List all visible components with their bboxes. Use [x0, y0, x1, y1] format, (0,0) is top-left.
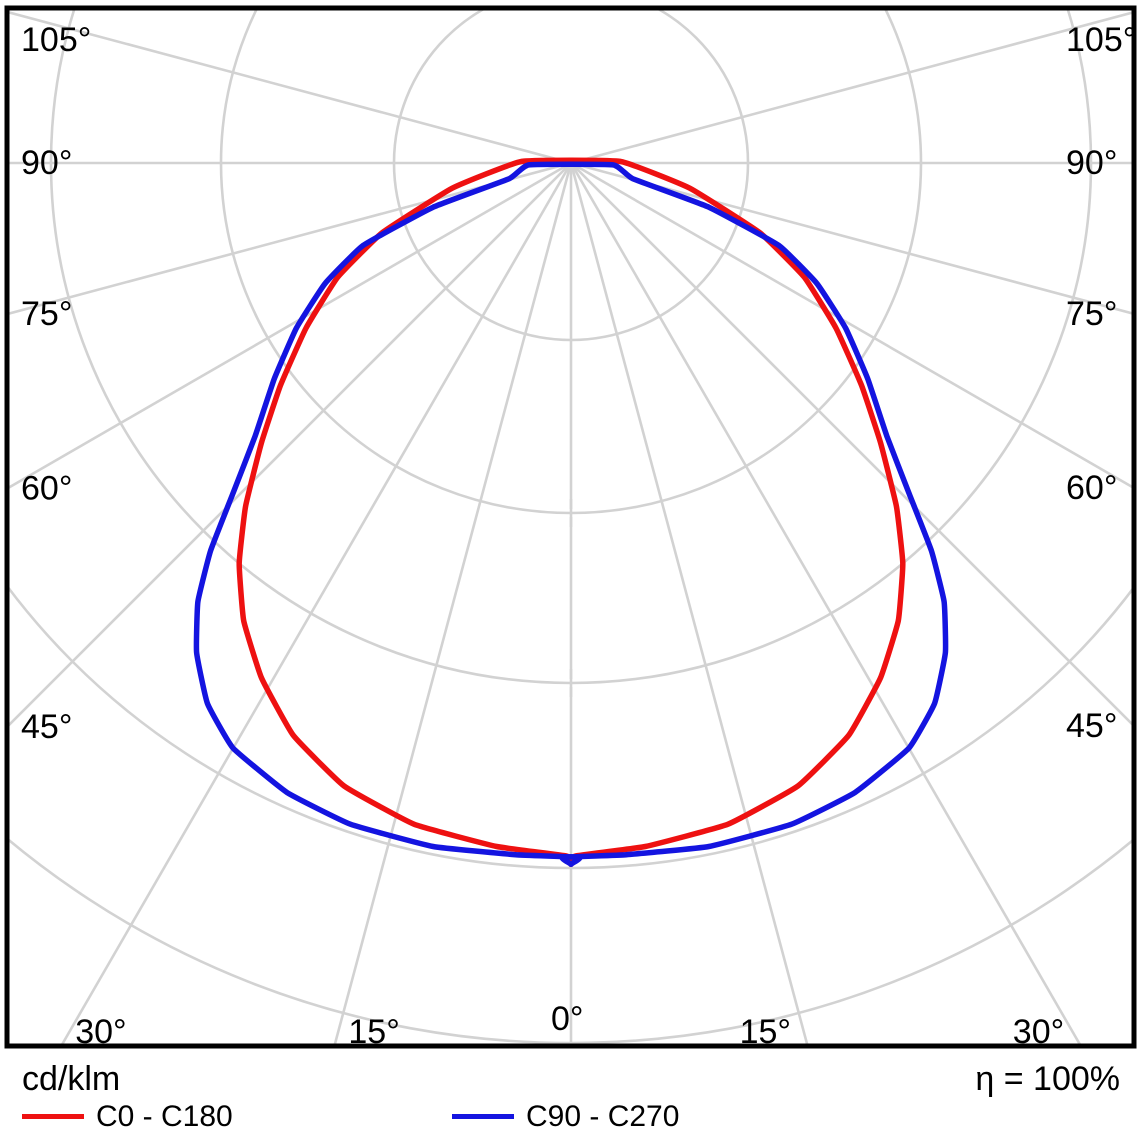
svg-text:60°: 60°	[1066, 469, 1117, 507]
svg-text:45°: 45°	[1066, 707, 1117, 745]
svg-text:105°: 105°	[21, 21, 91, 59]
svg-text:45°: 45°	[21, 708, 72, 746]
svg-text:90°: 90°	[1066, 144, 1117, 182]
svg-text:0°: 0°	[551, 1000, 584, 1038]
svg-text:15°: 15°	[348, 1013, 399, 1051]
svg-text:30°: 30°	[1013, 1013, 1064, 1051]
svg-text:105°: 105°	[1066, 21, 1136, 59]
svg-text:60°: 60°	[21, 470, 72, 508]
svg-text:75°: 75°	[1066, 295, 1117, 333]
svg-text:90°: 90°	[21, 144, 72, 182]
svg-text:75°: 75°	[21, 295, 72, 333]
svg-text:30°: 30°	[75, 1013, 126, 1051]
svg-text:15°: 15°	[740, 1013, 791, 1051]
